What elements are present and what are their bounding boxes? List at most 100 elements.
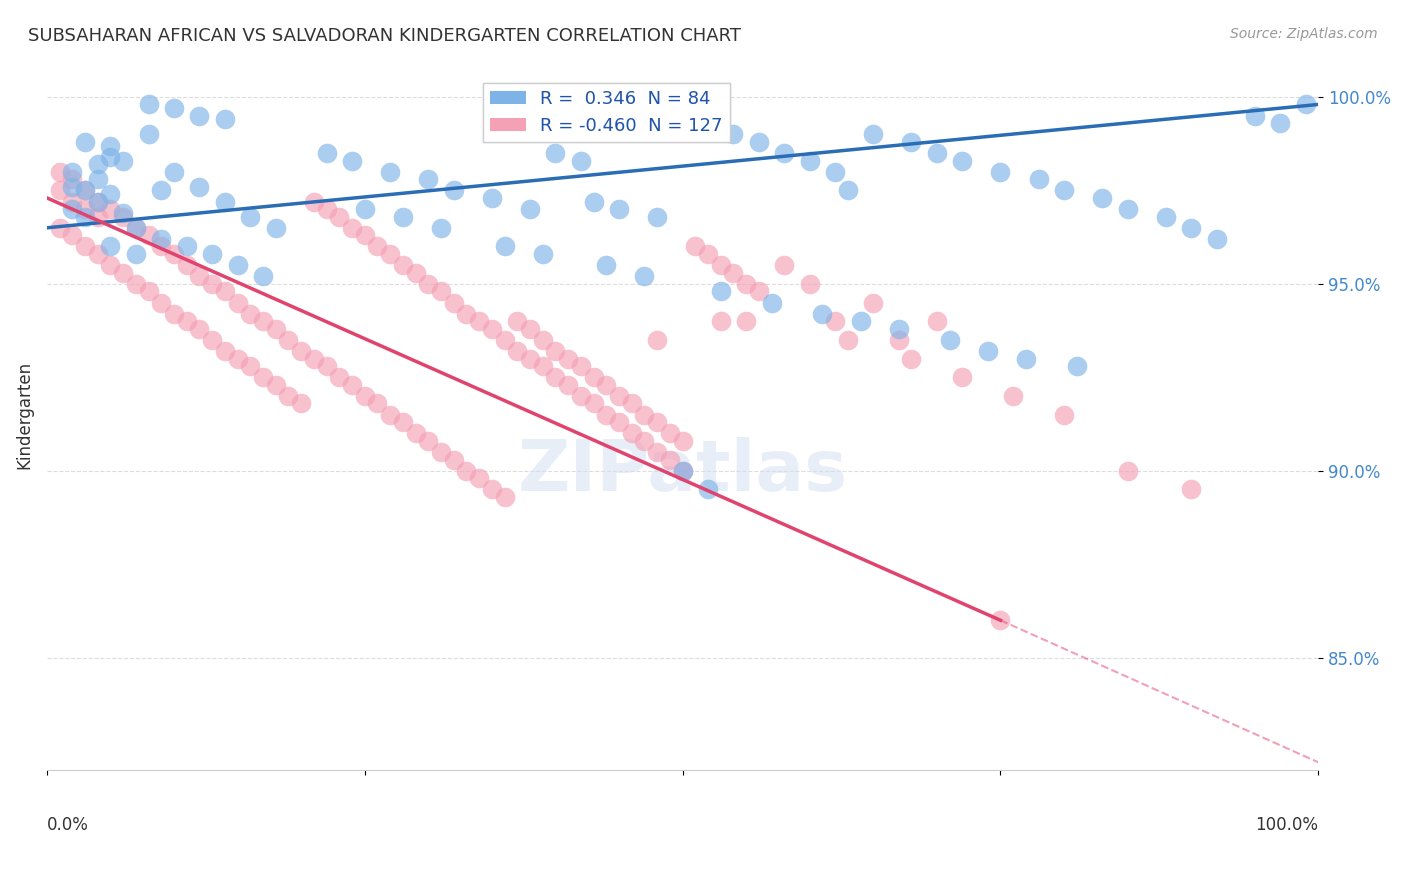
- Point: [799, 277, 821, 291]
- Point: [977, 344, 1000, 359]
- Point: [569, 359, 592, 373]
- Point: [710, 314, 733, 328]
- Point: [811, 307, 834, 321]
- Point: [176, 239, 198, 253]
- Point: [595, 377, 617, 392]
- Point: [150, 239, 173, 253]
- Point: [799, 153, 821, 168]
- Point: [340, 377, 363, 392]
- Point: [328, 210, 350, 224]
- Point: [73, 239, 96, 253]
- Point: [557, 351, 579, 366]
- Point: [430, 285, 453, 299]
- Point: [443, 452, 465, 467]
- Point: [1066, 359, 1088, 373]
- Point: [990, 165, 1012, 179]
- Point: [824, 165, 846, 179]
- Point: [1295, 97, 1317, 112]
- Point: [340, 220, 363, 235]
- Point: [73, 202, 96, 216]
- Point: [277, 389, 299, 403]
- Point: [138, 285, 160, 299]
- Point: [1053, 183, 1076, 197]
- Point: [456, 307, 478, 321]
- Point: [620, 396, 643, 410]
- Text: 100.0%: 100.0%: [1256, 816, 1319, 834]
- Point: [290, 396, 312, 410]
- Point: [201, 333, 224, 347]
- Point: [214, 344, 236, 359]
- Point: [671, 434, 693, 448]
- Point: [531, 333, 554, 347]
- Point: [900, 351, 922, 366]
- Point: [188, 269, 211, 284]
- Point: [723, 128, 745, 142]
- Point: [1268, 116, 1291, 130]
- Point: [150, 295, 173, 310]
- Point: [887, 333, 910, 347]
- Point: [73, 135, 96, 149]
- Point: [366, 396, 388, 410]
- Point: [735, 314, 758, 328]
- Point: [60, 228, 83, 243]
- Point: [87, 194, 110, 209]
- Point: [418, 277, 440, 291]
- Point: [150, 232, 173, 246]
- Point: [418, 434, 440, 448]
- Point: [494, 333, 516, 347]
- Point: [252, 269, 274, 284]
- Point: [60, 194, 83, 209]
- Point: [201, 277, 224, 291]
- Point: [100, 258, 122, 272]
- Point: [264, 377, 287, 392]
- Point: [607, 202, 630, 216]
- Point: [443, 183, 465, 197]
- Point: [925, 314, 948, 328]
- Point: [761, 295, 783, 310]
- Point: [595, 258, 617, 272]
- Point: [1180, 220, 1202, 235]
- Point: [315, 146, 337, 161]
- Point: [60, 202, 83, 216]
- Point: [950, 370, 973, 384]
- Point: [112, 206, 135, 220]
- Point: [607, 415, 630, 429]
- Point: [697, 247, 720, 261]
- Point: [481, 483, 503, 497]
- Point: [862, 128, 884, 142]
- Point: [239, 210, 262, 224]
- Point: [112, 210, 135, 224]
- Point: [188, 322, 211, 336]
- Point: [302, 351, 325, 366]
- Point: [125, 220, 148, 235]
- Point: [887, 322, 910, 336]
- Point: [685, 239, 707, 253]
- Point: [214, 194, 236, 209]
- Legend: R =  0.346  N = 84, R = -0.460  N = 127: R = 0.346 N = 84, R = -0.460 N = 127: [482, 83, 730, 143]
- Point: [125, 277, 148, 291]
- Point: [163, 247, 186, 261]
- Point: [138, 97, 160, 112]
- Point: [824, 314, 846, 328]
- Point: [138, 228, 160, 243]
- Point: [900, 135, 922, 149]
- Point: [87, 157, 110, 171]
- Point: [494, 490, 516, 504]
- Point: [290, 344, 312, 359]
- Point: [378, 165, 401, 179]
- Point: [100, 202, 122, 216]
- Point: [430, 445, 453, 459]
- Point: [315, 202, 337, 216]
- Point: [87, 210, 110, 224]
- Point: [1205, 232, 1227, 246]
- Text: Source: ZipAtlas.com: Source: ZipAtlas.com: [1230, 27, 1378, 41]
- Point: [607, 389, 630, 403]
- Point: [125, 220, 148, 235]
- Point: [1154, 210, 1177, 224]
- Point: [531, 247, 554, 261]
- Point: [456, 464, 478, 478]
- Point: [925, 146, 948, 161]
- Point: [60, 172, 83, 186]
- Point: [100, 138, 122, 153]
- Point: [73, 183, 96, 197]
